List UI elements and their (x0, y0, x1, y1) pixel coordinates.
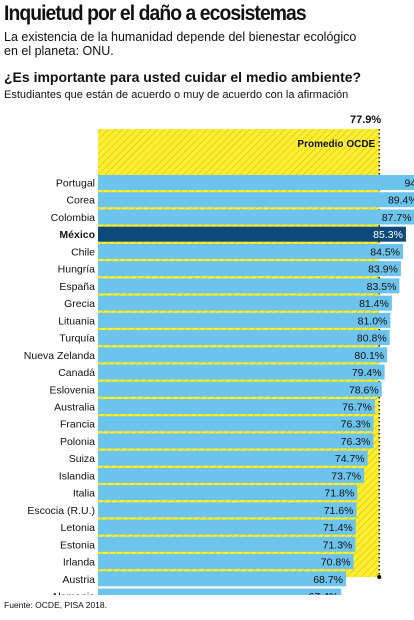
bar-5 (98, 261, 401, 277)
average-value-label: 77.9% (350, 114, 381, 126)
bar-21 (98, 536, 356, 552)
bar-11 (98, 364, 385, 380)
category-label: Lituania (58, 315, 95, 327)
category-label: Francia (60, 419, 95, 431)
bar-13 (98, 398, 375, 414)
category-label: México (59, 229, 95, 241)
category-label: Estonia (60, 539, 95, 551)
category-label: Nueva Zelanda (24, 350, 95, 362)
value-label: 87.7% (382, 212, 412, 224)
bar-19 (98, 502, 357, 518)
value-label: 73.7% (331, 470, 361, 482)
value-label: 67.4% (309, 591, 339, 595)
bar-20 (98, 519, 356, 535)
category-label: Colombia (51, 212, 96, 224)
category-label: Hungría (58, 264, 96, 276)
category-label: Islandia (59, 470, 95, 482)
bar-1 (98, 192, 414, 208)
source-note: Fuente: OCDE, PISA 2018. (4, 600, 108, 610)
bar-10 (98, 347, 388, 363)
category-label: España (59, 281, 95, 293)
average-line-end (377, 575, 382, 579)
value-label: 71.3% (323, 539, 353, 551)
bar-15 (98, 433, 374, 449)
category-label: Letonia (61, 522, 96, 534)
category-label: Italia (73, 488, 95, 500)
chart-question-subtitle: Estudiantes que están de acuerdo o muy d… (4, 89, 349, 101)
category-label: Polonia (60, 436, 95, 448)
value-label: 68.7% (313, 574, 343, 586)
category-label: Eslovenia (49, 384, 95, 396)
category-label: Turquía (59, 333, 95, 345)
bar-0 (98, 175, 414, 190)
bar-3 (98, 226, 406, 242)
chart-question: ¿Es importante para usted cuidar el medi… (4, 69, 362, 85)
value-label: 94.0% (405, 178, 414, 190)
value-label: 76.7% (342, 401, 372, 413)
bar-14 (98, 416, 374, 432)
category-label: Alemania (51, 591, 95, 595)
category-label: Canadá (58, 367, 95, 379)
bar-chart: 77.9% Promedio OCDE Portugal 94.0% Corea 89.4… (24, 114, 414, 595)
category-label: Austria (62, 574, 95, 586)
value-label: 84.5% (370, 246, 400, 258)
value-label: 80.8% (357, 333, 387, 345)
bar-7 (98, 295, 392, 311)
bar-12 (98, 381, 382, 397)
value-label: 71.4% (323, 522, 353, 534)
category-label: Chile (71, 246, 95, 258)
category-label: Corea (66, 195, 95, 207)
value-label: 89.4% (388, 195, 414, 207)
bar-24 (98, 588, 342, 595)
category-label: Grecia (64, 298, 95, 310)
bar-22 (98, 554, 354, 570)
bar-4 (98, 243, 404, 259)
value-label: 71.8% (324, 488, 354, 500)
bar-23 (98, 571, 347, 587)
category-label: Escocia (R.U.) (27, 505, 95, 517)
bar-8 (98, 312, 391, 328)
value-label: 81.4% (359, 298, 389, 310)
value-label: 83.9% (368, 264, 398, 276)
value-label: 78.6% (349, 384, 379, 396)
bar-2 (98, 209, 414, 225)
average-label: Promedio OCDE (297, 139, 375, 150)
value-label: 71.6% (324, 505, 354, 517)
category-label: Suiza (69, 453, 95, 465)
value-label: 74.7% (335, 453, 365, 465)
category-label: Irlanda (63, 557, 95, 569)
value-label: 81.0% (358, 315, 388, 327)
value-label: 76.3% (341, 436, 371, 448)
value-label: 83.5% (367, 281, 397, 293)
value-label: 79.4% (352, 367, 382, 379)
category-label: Australia (54, 401, 95, 413)
bar-6 (98, 278, 400, 294)
value-label: 70.8% (321, 557, 351, 569)
bar-16 (98, 450, 368, 466)
value-label: 76.3% (341, 419, 371, 431)
category-label: Portugal (56, 178, 95, 190)
bar-18 (98, 485, 358, 501)
value-label: 80.1% (354, 350, 384, 362)
chart-subtitle: La existencia de la humanidad depende de… (4, 30, 357, 58)
chart-title: Inquietud por el daño a ecosistemas (4, 2, 307, 25)
bar-9 (98, 330, 390, 346)
bar-17 (98, 467, 365, 483)
value-label: 85.3% (373, 229, 403, 241)
